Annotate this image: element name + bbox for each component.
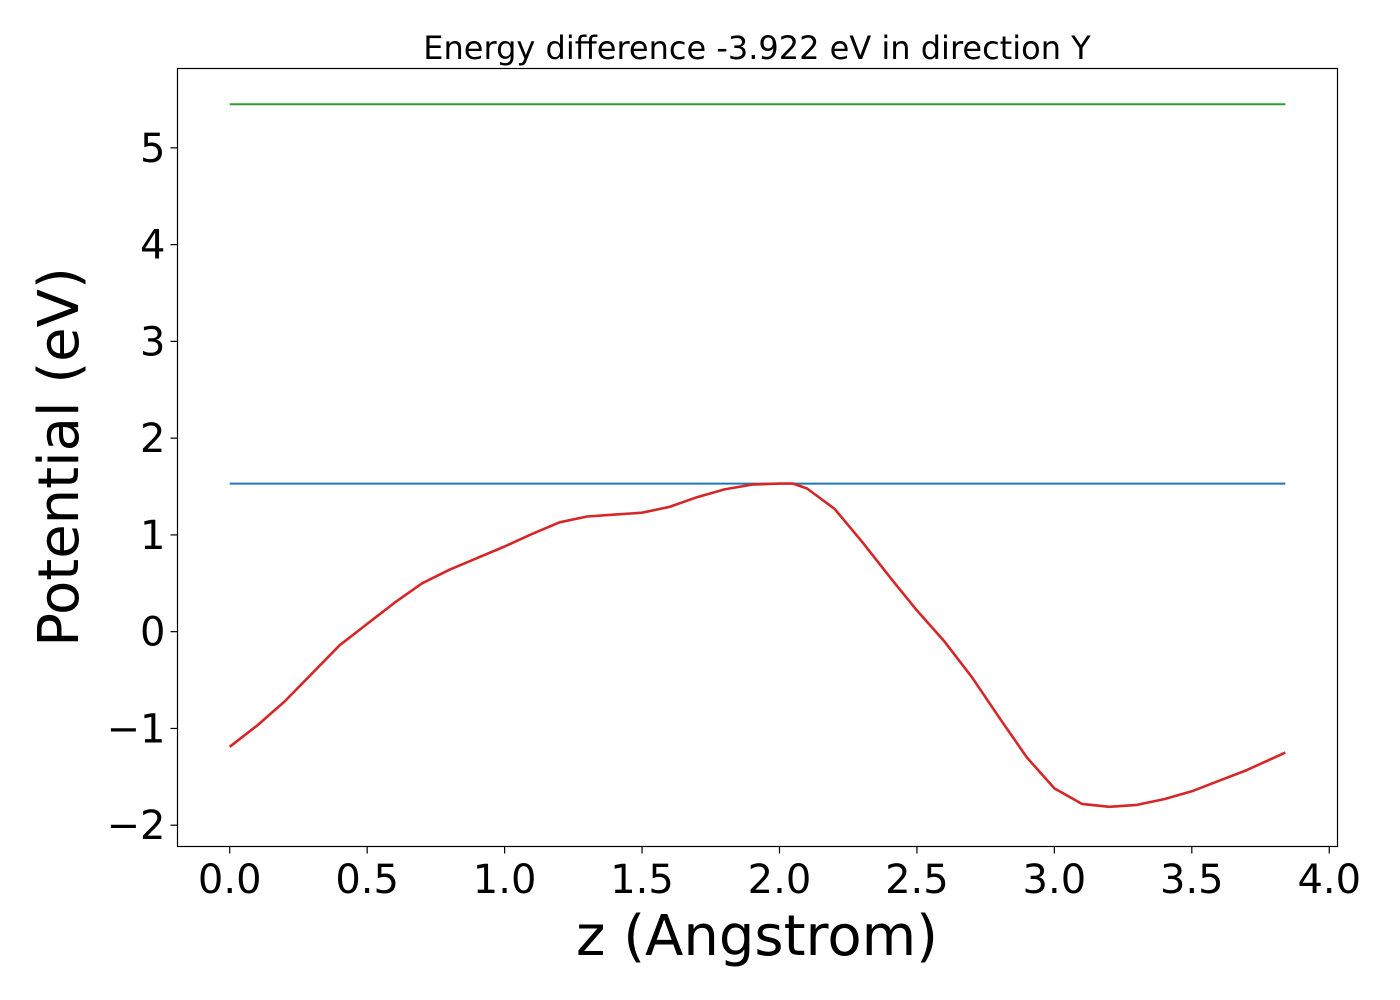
y-tick-label-3: 1 bbox=[140, 513, 165, 559]
y-tick-label-4: 2 bbox=[140, 416, 165, 462]
y-axis: −2 −1 0 1 2 3 4 5 bbox=[107, 126, 178, 849]
x-axis-title: z (Angstrom) bbox=[576, 904, 938, 969]
y-tick-label-0: −2 bbox=[107, 803, 166, 849]
x-tick-label-5: 2.5 bbox=[885, 857, 949, 903]
y-tick-label-7: 5 bbox=[140, 126, 165, 172]
y-tick-label-2: 0 bbox=[140, 610, 165, 656]
x-tick-label-3: 1.5 bbox=[610, 857, 674, 903]
y-tick-label-5: 3 bbox=[140, 319, 165, 365]
chart-title: Energy difference -3.922 eV in direction… bbox=[423, 29, 1091, 67]
x-tick-label-8: 4.0 bbox=[1297, 857, 1361, 903]
x-tick-label-7: 3.5 bbox=[1160, 857, 1224, 903]
y-tick-label-6: 4 bbox=[140, 223, 165, 269]
x-tick-label-1: 0.5 bbox=[335, 857, 399, 903]
x-tick-label-2: 1.0 bbox=[473, 857, 537, 903]
y-axis-title: Potential (eV) bbox=[27, 267, 92, 647]
series-line-3 bbox=[228, 482, 1286, 809]
x-tick-label-0: 0.0 bbox=[198, 857, 262, 903]
x-axis: 0.0 0.5 1.0 1.5 2.0 2.5 3.0 3.5 4.0 bbox=[198, 846, 1361, 903]
plot-frame bbox=[176, 67, 1339, 848]
x-tick-label-6: 3.0 bbox=[1023, 857, 1087, 903]
x-tick-label-4: 2.0 bbox=[748, 857, 812, 903]
y-tick-label-1: −1 bbox=[107, 706, 166, 752]
series-layer bbox=[228, 103, 1286, 809]
